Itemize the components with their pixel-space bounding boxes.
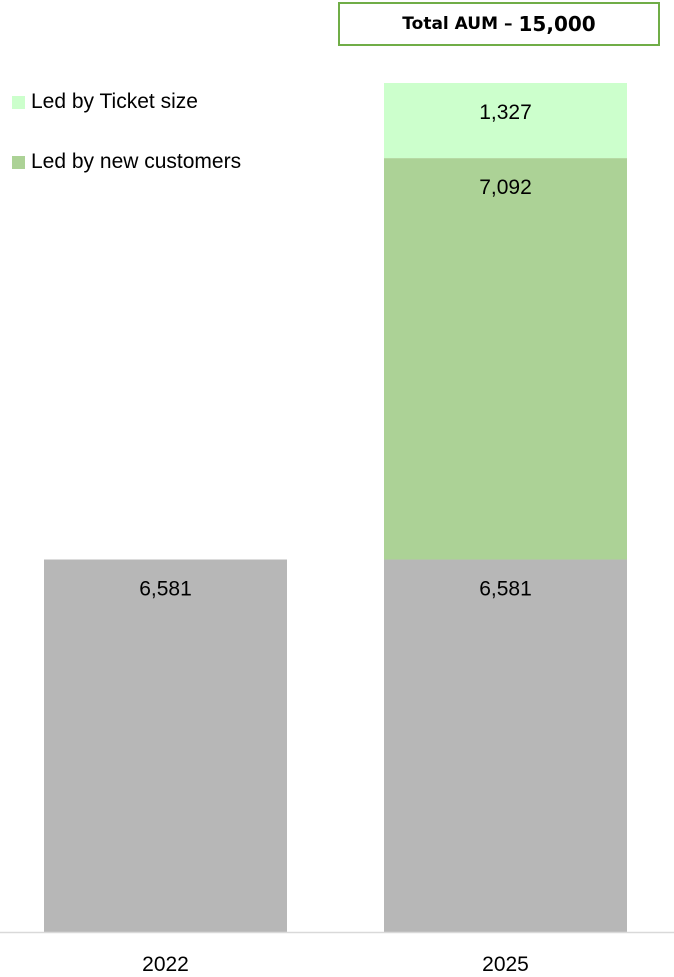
x-tick-label-2022: 2022 (142, 953, 189, 976)
bar-2025-segment-2 (384, 83, 627, 159)
data-label-2025-1: 7,092 (479, 176, 532, 199)
legend: Led by Ticket size Led by new customers (12, 88, 241, 208)
x-tick-label-2025: 2025 (482, 953, 529, 976)
bar-2022-segment-0 (44, 559, 287, 932)
legend-label-ticket-size: Led by Ticket size (31, 90, 198, 113)
legend-item-ticket-size: Led by Ticket size (12, 88, 241, 116)
bar-2025-segment-1 (384, 158, 627, 560)
data-label-2025-2: 1,327 (479, 101, 532, 124)
legend-item-new-customers: Led by new customers (12, 148, 241, 176)
total-aum-value: 15,000 (518, 12, 596, 36)
total-aum-separator: – (504, 14, 513, 34)
bar-2025-segment-0 (384, 559, 627, 932)
total-aum-box: Total AUM – 15,000 (338, 2, 660, 46)
total-aum-label: Total AUM (402, 14, 499, 34)
legend-swatch-new-customers (12, 155, 25, 169)
legend-label-new-customers: Led by new customers (31, 150, 242, 173)
data-label-2022-0: 6,581 (139, 578, 192, 601)
data-label-2025-0: 6,581 (479, 578, 532, 601)
legend-swatch-ticket-size (12, 95, 25, 109)
